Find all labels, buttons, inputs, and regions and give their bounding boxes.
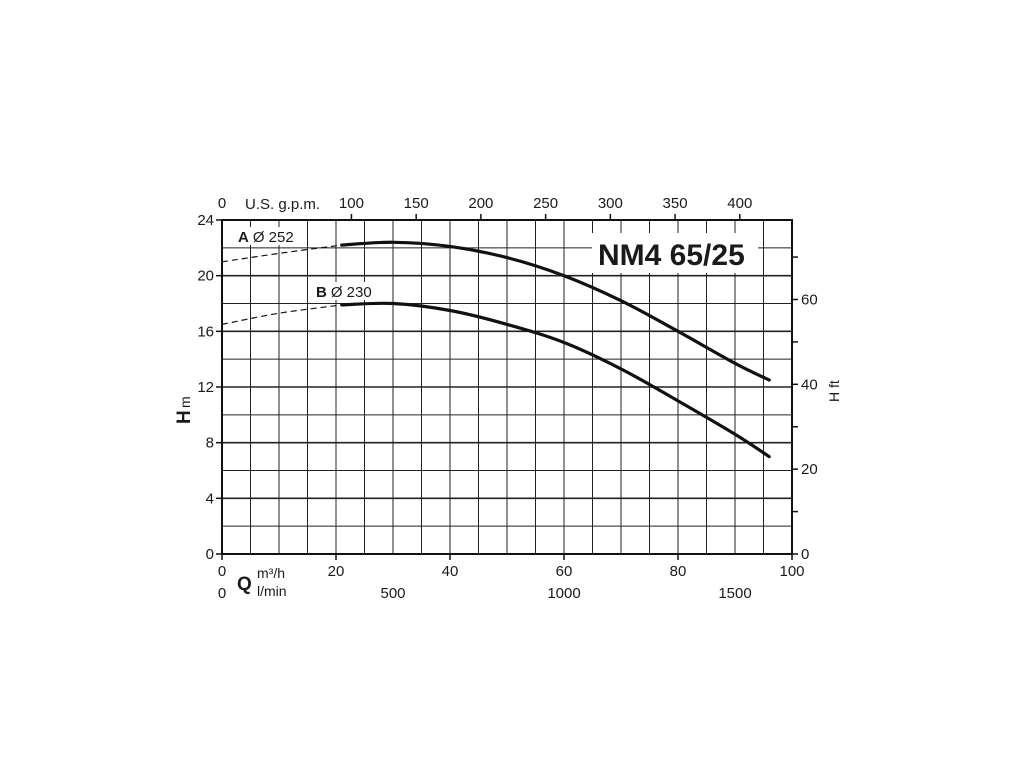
y-tick-label: 24 bbox=[197, 212, 214, 229]
curve-b-line bbox=[340, 301, 771, 459]
x-tick-label: 0 bbox=[218, 563, 226, 580]
x2-tick-label: 350 bbox=[663, 195, 688, 212]
x-tick-label-lmin: 0 bbox=[218, 585, 226, 602]
x-tick-label: 100 bbox=[779, 563, 804, 580]
y-tick-label: 12 bbox=[197, 379, 214, 396]
x-tick-label-lmin: 500 bbox=[380, 585, 405, 602]
y2-axis-label: H ft bbox=[826, 380, 842, 402]
x2-tick-label: 100 bbox=[339, 195, 364, 212]
curve-b-label-background bbox=[314, 282, 380, 300]
curve-a-label-background bbox=[236, 227, 302, 245]
y2-tick-label: 60 bbox=[801, 291, 818, 308]
x-tick-label: 20 bbox=[328, 563, 345, 580]
x-tick-label: 40 bbox=[442, 563, 459, 580]
curve-a-line bbox=[340, 240, 771, 382]
x2-tick-label: 250 bbox=[533, 195, 558, 212]
y-tick-label: 20 bbox=[197, 268, 214, 285]
y-tick-label: 16 bbox=[197, 323, 214, 340]
curve-b-letter: B bbox=[316, 284, 327, 301]
curve-a-dashed-extension bbox=[221, 244, 342, 263]
x-tick-label-lmin: 1500 bbox=[718, 585, 751, 602]
curve-a-diameter: Ø 252 bbox=[253, 229, 294, 246]
title-background bbox=[592, 233, 758, 273]
x-axis-symbol: Q bbox=[237, 574, 252, 595]
y-tick-label: 8 bbox=[206, 435, 214, 452]
x2-tick-label: 0 bbox=[218, 195, 226, 212]
x-tick-label: 60 bbox=[556, 563, 573, 580]
curves bbox=[221, 240, 771, 459]
y-tick-label: 0 bbox=[206, 546, 214, 563]
curve-b-diameter: Ø 230 bbox=[331, 284, 372, 301]
x-tick-label: 80 bbox=[670, 563, 687, 580]
y-axis-symbol: H bbox=[174, 410, 195, 424]
x-axis-unit-secondary: l/min bbox=[257, 583, 287, 599]
y2-tick-label: 0 bbox=[801, 546, 809, 563]
chart-title: NM4 65/25 bbox=[598, 239, 745, 272]
y2-tick-label: 40 bbox=[801, 376, 818, 393]
y-axis-label: H m bbox=[174, 396, 195, 424]
x-axis-unit-primary: m³/h bbox=[257, 565, 285, 581]
y2-tick-label: 20 bbox=[801, 461, 818, 478]
x2-tick-label: 300 bbox=[598, 195, 623, 212]
x2-tick-label: 150 bbox=[404, 195, 429, 212]
y-tick-label: 4 bbox=[206, 490, 214, 507]
y-axis-unit: m bbox=[177, 396, 193, 408]
x2-tick-label: 200 bbox=[468, 195, 493, 212]
curve-a-letter: A bbox=[238, 229, 249, 246]
x-tick-label-lmin: 1000 bbox=[547, 585, 580, 602]
x2-tick-label: 400 bbox=[727, 195, 752, 212]
x2-axis-title: U.S. g.p.m. bbox=[245, 196, 320, 213]
curve-b-dashed-extension bbox=[221, 304, 342, 325]
y2-axis-title: H ft bbox=[826, 380, 842, 402]
